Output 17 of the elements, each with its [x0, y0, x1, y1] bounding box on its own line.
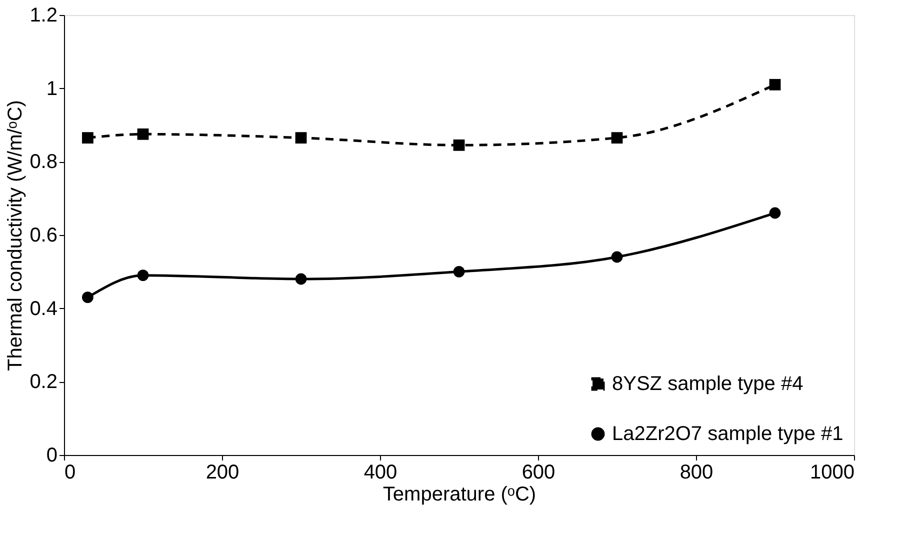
- x-tick-label: 800: [680, 462, 714, 484]
- y-tick-label: 1.2: [30, 4, 58, 26]
- x-tick-label: 600: [522, 462, 556, 484]
- y-tick-label: 0.6: [30, 224, 58, 246]
- x-tick-label: 400: [364, 462, 398, 484]
- y-tick-label: 1: [46, 78, 58, 100]
- y-tick-label: 0: [46, 444, 58, 466]
- x-tick-label: 200: [206, 462, 240, 484]
- y-tick-label: 0.8: [30, 151, 58, 174]
- x-axis-title: Temperature (ᵒC): [382, 484, 536, 506]
- legend-label: 8YSZ sample type #4: [612, 373, 804, 395]
- y-axis-title: Thermal conductivity (W/m/ᵒC): [4, 100, 27, 371]
- legend-label: La2Zr2O7 sample type #1: [612, 423, 844, 445]
- x-tick-label: 0: [64, 462, 76, 484]
- y-tick-label: 0.2: [30, 371, 58, 394]
- y-tick-label: 0.4: [30, 298, 58, 320]
- x-tick-label: 1000: [810, 462, 854, 484]
